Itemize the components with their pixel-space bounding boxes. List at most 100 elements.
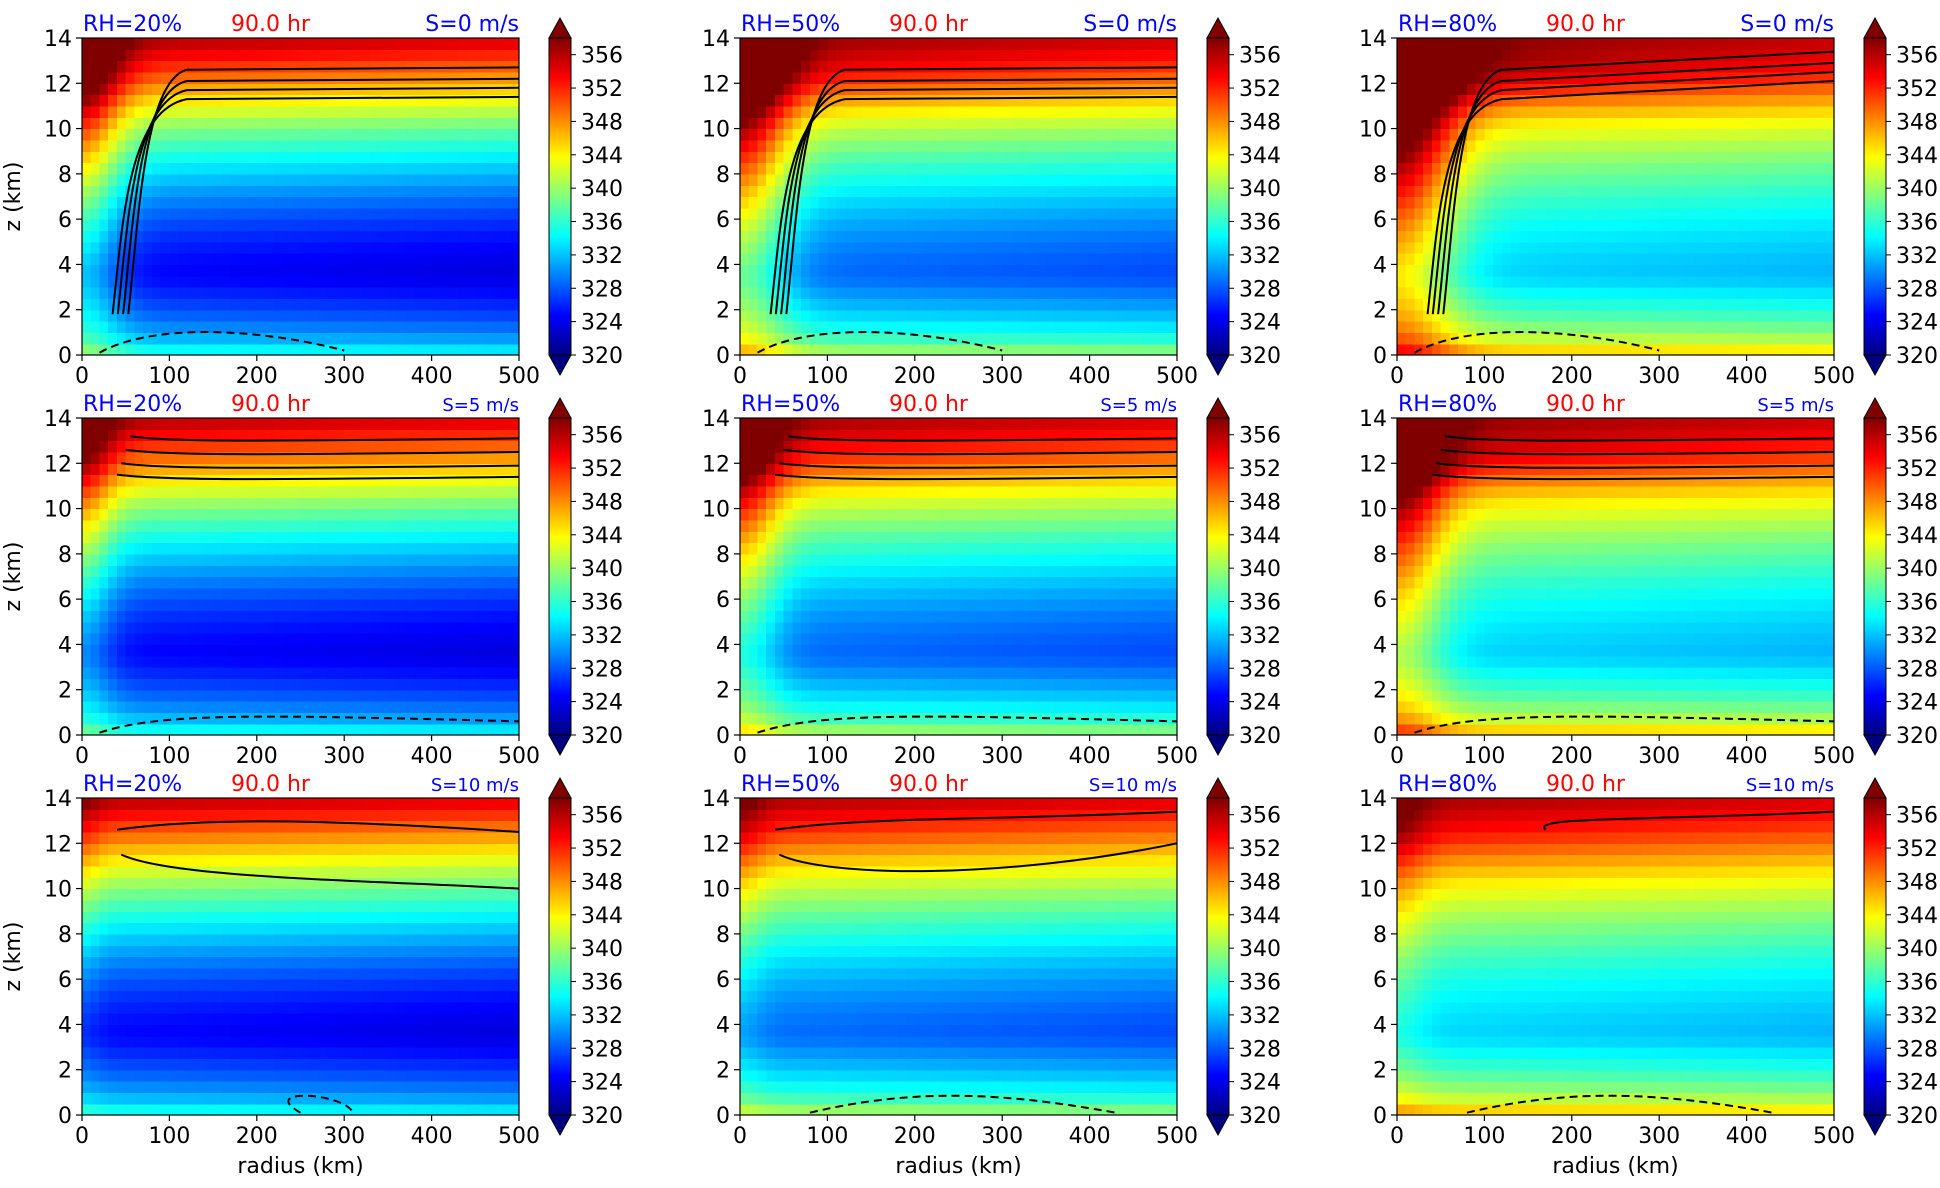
colorbar-tick-label: 356 bbox=[1239, 424, 1281, 449]
y-tick-label: 14 bbox=[1359, 27, 1387, 52]
outflow-contour bbox=[778, 842, 1178, 873]
colorbar-tick-label: 324 bbox=[1239, 1071, 1281, 1096]
colorbar-tick-label: 356 bbox=[1239, 804, 1281, 829]
y-tick-label: 12 bbox=[44, 72, 72, 97]
panel-9: 0 100 200 300 400 500 0 2 4 6 8 10 12 14 radius (km) RH… bbox=[1359, 772, 1938, 1179]
y-tick-label: 10 bbox=[44, 118, 72, 143]
heatmap-field bbox=[82, 798, 520, 1116]
rh-label: RH=80% bbox=[1398, 392, 1497, 417]
x-axis: 0 100 200 300 400 500 bbox=[75, 1115, 540, 1149]
colorbar-tick-label: 320 bbox=[581, 344, 623, 369]
outflow-contour bbox=[780, 77, 1178, 315]
colorbar-tick-label: 348 bbox=[1239, 870, 1281, 895]
colorbar-tick-label: 324 bbox=[581, 311, 623, 336]
contour-lines bbox=[116, 820, 520, 1114]
outflow-contour bbox=[1431, 71, 1835, 315]
shear-label: S=0 m/s bbox=[1740, 12, 1834, 37]
y-tick-label: 14 bbox=[702, 407, 730, 432]
colorbar-tick-label: 324 bbox=[1896, 311, 1938, 336]
rh-label: RH=80% bbox=[1398, 772, 1497, 797]
x-tick-label: 300 bbox=[981, 1124, 1023, 1149]
colorbar-tick-label: 352 bbox=[1896, 77, 1938, 102]
colorbar-tick-label: 344 bbox=[1239, 904, 1281, 929]
colorbar-tick-label: 348 bbox=[1239, 110, 1281, 135]
y-tick-label: 12 bbox=[702, 72, 730, 97]
x-tick-label: 400 bbox=[1726, 1124, 1768, 1149]
y-tick-label: 10 bbox=[702, 878, 730, 903]
colorbar-tick-label: 348 bbox=[581, 110, 623, 135]
lower-dashed-contour bbox=[99, 715, 520, 734]
heatmap-field bbox=[1397, 38, 1835, 356]
outflow-contour bbox=[116, 86, 520, 315]
plot-frame bbox=[739, 417, 1178, 736]
x-tick-label: 300 bbox=[1638, 744, 1680, 769]
y-axis: 0 2 4 6 8 10 12 14 bbox=[702, 27, 740, 369]
contour-lines bbox=[99, 435, 520, 734]
colorbar-tick-label: 336 bbox=[1896, 211, 1938, 236]
y-tick-label: 0 bbox=[716, 724, 730, 749]
colorbar-tick-label: 356 bbox=[581, 804, 623, 829]
rh-label: RH=50% bbox=[741, 392, 840, 417]
outflow-contour bbox=[1444, 435, 1835, 442]
y-axis: 0 2 4 6 8 10 12 14 bbox=[1359, 787, 1397, 1129]
x-tick-label: 300 bbox=[1638, 1124, 1680, 1149]
x-tick-label: 500 bbox=[1156, 364, 1198, 389]
outflow-contour bbox=[769, 95, 1178, 315]
colorbar-tick-label: 340 bbox=[1239, 557, 1281, 582]
colorbar-tick-label: 336 bbox=[581, 971, 623, 996]
x-axis-label: radius (km) bbox=[895, 1154, 1021, 1179]
colorbar: 320 324 328 332 336 340 344 348 352 356 bbox=[548, 396, 623, 757]
outflow-contour bbox=[129, 435, 520, 442]
colorbar-tick-label: 320 bbox=[1239, 344, 1281, 369]
shear-label: S=10 m/s bbox=[1089, 775, 1177, 796]
colorbar-tick-label: 336 bbox=[581, 591, 623, 616]
y-tick-label: 2 bbox=[1373, 1059, 1387, 1084]
colorbar-tick-label: 332 bbox=[1239, 1004, 1281, 1029]
x-tick-label: 500 bbox=[1156, 1124, 1198, 1149]
colorbar-tick-label: 324 bbox=[581, 1071, 623, 1096]
shear-label: S=0 m/s bbox=[425, 12, 519, 37]
rh-label: RH=50% bbox=[741, 12, 840, 37]
outflow-contour bbox=[1440, 448, 1835, 456]
y-tick-label: 14 bbox=[1359, 787, 1387, 812]
colorbar-tick-label: 352 bbox=[1896, 457, 1938, 482]
y-axis: 0 2 4 6 8 10 12 14 bbox=[1359, 407, 1397, 749]
x-tick-label: 500 bbox=[498, 744, 540, 769]
panel-8: 0 100 200 300 400 500 0 2 4 6 8 10 12 14 radius (km) RH… bbox=[702, 772, 1281, 1179]
x-axis: 0 100 200 300 400 500 bbox=[75, 735, 540, 769]
y-tick-label: 4 bbox=[716, 633, 730, 658]
y-tick-label: 8 bbox=[58, 543, 72, 568]
colorbar-tick-label: 344 bbox=[581, 144, 623, 169]
lower-dashed-contour bbox=[757, 331, 1003, 354]
y-tick-label: 4 bbox=[716, 1013, 730, 1038]
y-tick-label: 8 bbox=[716, 543, 730, 568]
y-tick-label: 4 bbox=[58, 1013, 72, 1038]
colorbar-tick-label: 352 bbox=[581, 77, 623, 102]
colorbar-tick-label: 320 bbox=[1896, 724, 1938, 749]
y-tick-label: 12 bbox=[702, 832, 730, 857]
colorbar-tick-label: 332 bbox=[1896, 1004, 1938, 1029]
y-tick-label: 10 bbox=[1359, 118, 1387, 143]
colorbar-tick-label: 344 bbox=[1239, 524, 1281, 549]
y-axis-label: z (km) bbox=[1, 542, 26, 612]
x-tick-label: 200 bbox=[894, 364, 936, 389]
colorbar-tick-label: 336 bbox=[1896, 971, 1938, 996]
colorbar-tick-label: 328 bbox=[1896, 277, 1938, 302]
colorbar: 320 324 328 332 336 340 344 348 352 356 bbox=[1863, 776, 1938, 1137]
y-tick-label: 12 bbox=[1359, 452, 1387, 477]
panel-7: 0 100 200 300 400 500 0 2 4 6 8 10 12 14 z (km) radius … bbox=[1, 772, 623, 1179]
lower-dashed-contour bbox=[1414, 331, 1660, 354]
x-tick-label: 100 bbox=[806, 1124, 848, 1149]
y-tick-label: 6 bbox=[1373, 588, 1387, 613]
x-tick-label: 0 bbox=[1390, 1124, 1404, 1149]
contour-lines bbox=[774, 810, 1178, 1114]
lower-dashed-contour bbox=[1466, 1094, 1773, 1114]
rh-label: RH=50% bbox=[741, 772, 840, 797]
y-tick-label: 6 bbox=[1373, 968, 1387, 993]
x-tick-label: 500 bbox=[1813, 364, 1855, 389]
colorbar-tick-label: 340 bbox=[1239, 937, 1281, 962]
colorbar-tick-label: 332 bbox=[1239, 244, 1281, 269]
x-axis: 0 100 200 300 400 500 bbox=[733, 735, 1198, 769]
y-axis: 0 2 4 6 8 10 12 14 bbox=[44, 407, 82, 749]
shear-label: S=10 m/s bbox=[1746, 775, 1834, 796]
